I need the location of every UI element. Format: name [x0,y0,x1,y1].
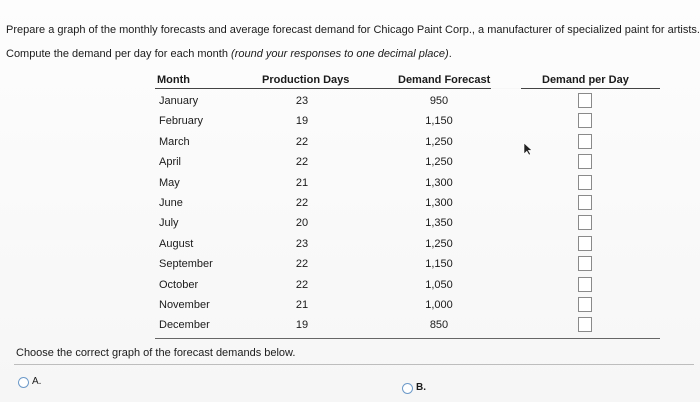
table-row: June 22 1,300 [155,193,660,213]
cell-demand-forecast: 1,000 [425,299,453,311]
demand-per-day-input[interactable] [578,174,592,190]
cell-demand-forecast: 1,250 [425,156,453,169]
cell-demand-forecast: 1,150 [425,115,453,128]
table-header: Month Production Days Demand Forecast De… [155,70,660,90]
option-b-radio[interactable] [402,383,413,394]
question-text-line2: Compute the demand per day for each mont… [6,47,452,61]
header-divider [155,88,660,89]
question-line2-prefix: Compute the demand per day for each mont… [6,48,232,60]
cell-demand-forecast: 1,250 [425,135,453,148]
cell-demand-forecast: 1,350 [425,217,453,230]
option-a-radio[interactable] [18,377,29,388]
cell-month: August [159,237,194,250]
header-demand-forecast: Demand Forecast [398,74,491,86]
cell-production-days: 21 [295,176,309,189]
cell-month: November [159,299,210,311]
table-row: October 22 1,050 [155,275,660,295]
cell-production-days: 22 [295,156,309,169]
question-line2-italic: (round your responses to one decimal pla… [231,48,449,60]
cell-production-days: 19 [295,115,309,128]
demand-per-day-input[interactable] [578,235,592,251]
cell-production-days: 22 [295,197,309,209]
demand-per-day-input[interactable] [578,133,592,149]
cell-production-days: 23 [295,237,309,250]
cell-month: July [159,217,179,230]
cell-demand-forecast: 1,300 [425,197,453,209]
cell-demand-forecast: 1,250 [425,237,453,250]
option-a-label[interactable]: A. [32,376,42,387]
demand-per-day-input[interactable] [578,154,592,170]
table-row: January 23 950 [155,91,660,111]
table-row: December 19 850 [155,315,660,335]
cell-production-days: 23 [295,95,309,107]
cell-month: January [159,95,199,107]
demand-per-day-input[interactable] [578,215,592,231]
cell-production-days: 19 [295,319,309,332]
cell-demand-forecast: 1,300 [425,176,453,189]
options-divider [14,364,694,365]
header-month: Month [157,74,190,86]
cell-month: April [159,156,182,169]
option-b-label[interactable]: B. [416,382,426,393]
cell-demand-forecast: 1,150 [425,258,453,271]
table-row: September 22 1,150 [155,254,660,274]
header-demand-per-day: Demand per Day [542,74,629,86]
table-row: March 22 1,250 [155,132,660,152]
cell-month: December [159,319,210,332]
question-line2-suffix: . [448,48,452,60]
table-row: May 21 1,300 [155,173,660,193]
table-row: April 22 1,250 [155,152,660,172]
header-production-days: Production Days [262,74,350,86]
cell-month: June [159,197,183,209]
cell-month: March [159,135,190,148]
cell-demand-forecast: 850 [429,319,449,332]
demand-per-day-input[interactable] [578,256,592,272]
demand-per-day-input[interactable] [578,113,592,129]
cell-month: May [159,176,180,189]
table-row: November 21 1,000 [155,295,660,315]
demand-per-day-input[interactable] [578,297,592,312]
table-row: February 19 1,150 [155,111,660,131]
cell-month: October [159,278,199,291]
demand-per-day-input[interactable] [578,276,592,292]
choose-graph-prompt: Choose the correct graph of the forecast… [16,347,296,359]
cell-month: February [159,115,204,128]
cell-production-days: 20 [295,217,309,230]
cell-demand-forecast: 1,050 [425,278,453,291]
table-row: August 23 1,250 [155,234,660,254]
demand-per-day-input[interactable] [578,317,592,333]
cell-demand-forecast: 950 [429,95,449,107]
cell-production-days: 21 [295,299,309,311]
cell-month: September [159,258,213,271]
demand-per-day-input[interactable] [578,93,592,108]
table-bottom-divider [155,338,660,339]
cell-production-days: 22 [295,135,309,148]
cell-production-days: 22 [295,278,309,291]
question-text-line1: Prepare a graph of the monthly forecasts… [6,24,700,36]
table-row: July 20 1,350 [155,213,660,233]
demand-per-day-input[interactable] [578,195,592,210]
mouse-pointer-icon [523,142,533,156]
cell-production-days: 22 [295,258,309,271]
